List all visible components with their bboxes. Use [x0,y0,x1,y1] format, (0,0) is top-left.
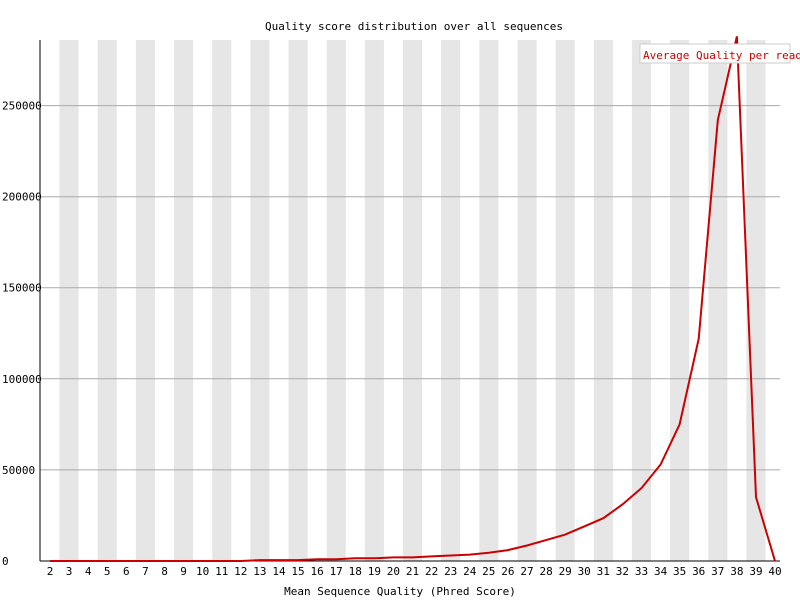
x-tick-label: 16 [310,565,323,578]
x-tick-label: 33 [635,565,648,578]
chart-title: Quality score distribution over all sequ… [265,20,563,33]
y-tick-label: 0 [2,555,9,568]
x-tick-label: 23 [444,565,457,578]
x-tick-label: 7 [142,565,149,578]
background-stripes [59,40,766,561]
x-tick-label: 36 [692,565,705,578]
x-tick-label: 14 [272,565,286,578]
x-tick-label: 10 [196,565,209,578]
x-tick-label: 18 [349,565,362,578]
background-stripe [631,40,651,561]
x-axis-label: Mean Sequence Quality (Phred Score) [284,585,516,598]
y-tick-label: 100000 [2,373,42,386]
x-tick-label: 19 [368,565,381,578]
y-tick-label: 150000 [2,282,42,295]
background-stripe [670,40,690,561]
x-tick-label: 17 [330,565,343,578]
x-tick-labels: 2 3 4 5 6 7 8 9 10 11 12 13 14 15 16 17 18 19 20 21 22 23 24 25… [47,565,782,578]
background-stripe [479,40,499,561]
x-tick-label: 15 [291,565,304,578]
background-stripe [555,40,575,561]
legend-box [639,43,791,64]
background-stripe [97,40,117,561]
x-tick-label: 9 [180,565,187,578]
x-tick-label: 26 [501,565,514,578]
background-stripe [174,40,194,561]
x-tick-label: 11 [215,565,228,578]
x-tick-label: 34 [654,565,668,578]
x-tick-label: 13 [253,565,266,578]
background-stripe [517,40,537,561]
background-stripe [212,40,232,561]
x-tick-label: 27 [520,565,533,578]
background-stripe [326,40,346,561]
x-tick-label: 24 [463,565,477,578]
x-tick-label: 8 [161,565,168,578]
x-tick-label: 37 [711,565,724,578]
legend-entry-average-quality: Average Quality per read [643,49,800,62]
y-tick-label: 200000 [2,191,42,204]
background-stripe [593,40,613,561]
x-tick-label: 21 [406,565,419,578]
x-tick-label: 29 [559,565,572,578]
x-tick-label: 5 [104,565,111,578]
x-tick-label: 40 [768,565,781,578]
y-tick-label: 50000 [2,464,35,477]
background-stripe [288,40,308,561]
x-tick-label: 22 [425,565,438,578]
background-stripe [403,40,423,561]
x-tick-label: 32 [616,565,629,578]
x-tick-label: 6 [123,565,130,578]
x-tick-label: 3 [66,565,73,578]
y-tick-labels: 0 50000 100000 150000 200000 250000 [2,100,42,568]
x-tick-label: 38 [730,565,743,578]
background-stripe [250,40,270,561]
background-stripe [441,40,461,561]
x-tick-label: 35 [673,565,686,578]
series-line-average-quality [50,36,776,562]
x-tick-label: 30 [578,565,591,578]
background-stripe [746,40,766,561]
background-stripe [59,40,79,561]
x-tick-label: 25 [482,565,495,578]
x-tick-label: 31 [597,565,610,578]
y-tick-label: 250000 [2,100,42,113]
x-tick-label: 20 [387,565,400,578]
background-stripe [135,40,155,561]
x-tick-label: 12 [234,565,247,578]
legend: Average Quality per read [639,43,800,64]
x-tick-label: 28 [539,565,552,578]
x-tick-label: 4 [85,565,92,578]
background-stripe [364,40,384,561]
x-tick-label: 2 [47,565,54,578]
x-tick-label: 39 [749,565,762,578]
